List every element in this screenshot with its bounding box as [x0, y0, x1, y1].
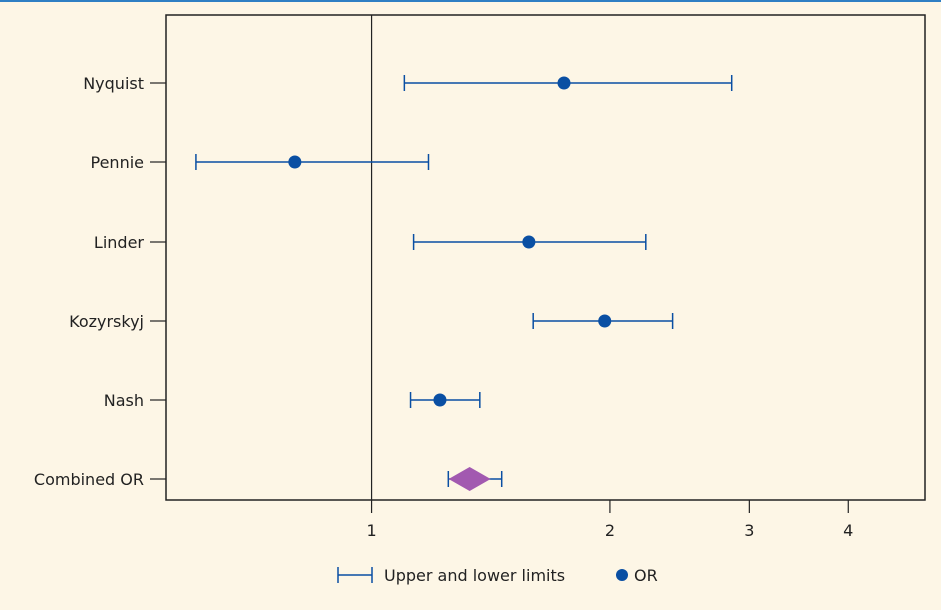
category-label-combined-or: Combined OR	[34, 470, 144, 489]
or-point-kozyrskyj	[598, 314, 612, 328]
legend: Upper and lower limits OR	[337, 566, 658, 585]
study-row-nyquist	[403, 75, 733, 91]
combined-row	[447, 467, 503, 491]
or-point-nash	[433, 393, 447, 407]
plot-frame	[165, 14, 926, 501]
category-label-nyquist: Nyquist	[83, 74, 144, 93]
or-point-nyquist	[557, 76, 571, 90]
combined-or-diamond	[448, 467, 491, 491]
or-point-pennie	[288, 155, 302, 169]
study-row-kozyrskyj	[532, 313, 674, 329]
category-label-nash: Nash	[104, 391, 144, 410]
study-row-pennie	[195, 154, 430, 170]
legend-label-or: OR	[634, 566, 658, 585]
category-label-linder: Linder	[94, 233, 145, 252]
study-row-linder	[412, 234, 647, 250]
x-tick-label-4: 4	[843, 521, 853, 540]
x-tick-label-1: 1	[366, 521, 376, 540]
legend-label-limits: Upper and lower limits	[384, 566, 565, 585]
x-tick-label-2: 2	[605, 521, 615, 540]
or-point-linder	[522, 235, 536, 249]
category-label-pennie: Pennie	[91, 153, 145, 172]
study-row-nash	[409, 392, 481, 408]
legend-or-dot	[616, 569, 628, 581]
x-tick-label-3: 3	[744, 521, 754, 540]
category-label-kozyrskyj: Kozyrskyj	[69, 312, 144, 331]
